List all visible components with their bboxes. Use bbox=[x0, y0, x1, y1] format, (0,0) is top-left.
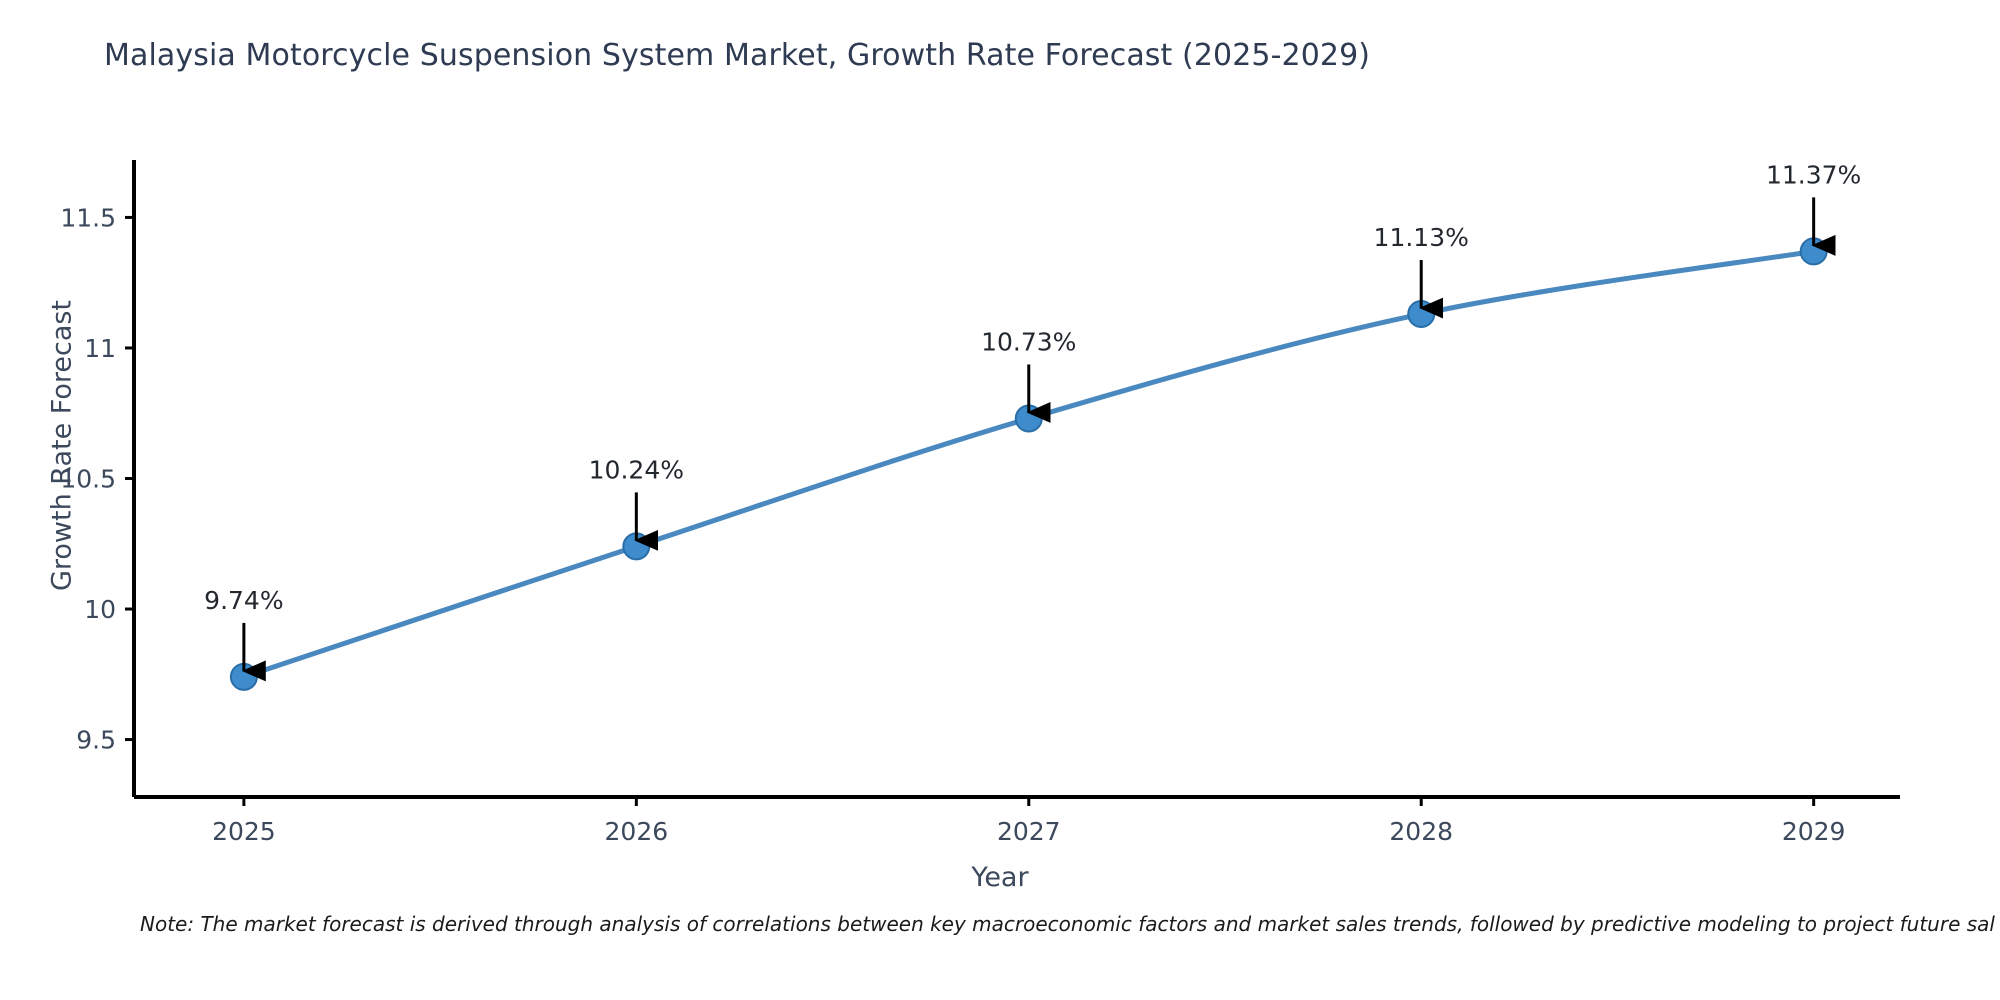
y-tick-label: 11 bbox=[84, 334, 116, 363]
data-markers bbox=[229, 237, 1828, 691]
forecast-line bbox=[241, 248, 1817, 680]
y-axis-ticks: 9.5 10 10.5 11 11.5 bbox=[60, 203, 134, 755]
x-tick-label: 2029 bbox=[1782, 817, 1846, 846]
chart-title: Malaysia Motorcycle Suspension System Ma… bbox=[104, 38, 1371, 73]
data-point-label: 11.37% bbox=[1766, 160, 1861, 189]
data-point-label: 11.13% bbox=[1374, 223, 1469, 252]
x-tick-label: 2028 bbox=[1389, 817, 1453, 846]
data-annotations: 9.74% 10.24% 10.73% 11.13% 11.37% bbox=[204, 160, 1861, 682]
y-tick-label: 9.5 bbox=[76, 726, 116, 755]
data-point-label: 10.73% bbox=[981, 327, 1076, 356]
axis-spines bbox=[132, 160, 1900, 799]
chart-note: Note: The market forecast is derived thr… bbox=[140, 912, 1995, 936]
x-tick-label: 2025 bbox=[212, 817, 276, 846]
data-point-label: 9.74% bbox=[204, 586, 283, 615]
x-axis-ticks: 2025 2026 2027 2028 2029 bbox=[212, 797, 1845, 846]
y-tick-label: 11.5 bbox=[60, 203, 116, 232]
x-tick-label: 2027 bbox=[997, 817, 1061, 846]
x-axis-title: Year bbox=[971, 862, 1029, 893]
y-tick-label: 10.5 bbox=[60, 465, 116, 494]
data-point-label: 10.24% bbox=[589, 455, 684, 484]
x-tick-label: 2026 bbox=[605, 817, 669, 846]
y-tick-label: 10 bbox=[84, 595, 116, 624]
